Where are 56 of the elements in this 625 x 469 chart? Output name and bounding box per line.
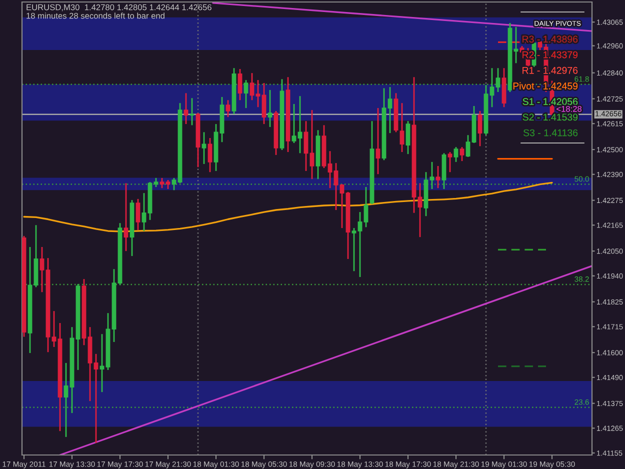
annotation: S3 - 1.41136 (523, 129, 578, 136)
line-series (23, 182, 553, 232)
candlestick (466, 134, 470, 158)
candlestick (364, 186, 368, 228)
candlestick (202, 131, 206, 165)
candlestick (538, 40, 542, 51)
candlestick (52, 310, 56, 348)
candlestick (448, 151, 452, 173)
candlestick (298, 95, 302, 154)
candlestick (256, 79, 260, 108)
candlestick (310, 109, 314, 180)
candlestick (490, 67, 494, 108)
candlestick (208, 137, 212, 173)
candlestick (304, 120, 308, 172)
candlestick (160, 177, 164, 189)
candlestick (154, 177, 158, 188)
annotation: <18:28 (556, 106, 582, 112)
candlestick (172, 177, 176, 191)
candlestick (514, 26, 518, 64)
candlestick (352, 227, 356, 272)
candlestick (64, 362, 68, 438)
annotation: R3 - 1.43896 (522, 36, 578, 43)
candlestick (436, 165, 440, 189)
annotation: S2 - 1.41539 (522, 114, 578, 121)
candlestick (124, 182, 128, 252)
candlestick (238, 68, 242, 101)
candlestick (406, 120, 410, 155)
candlestick (460, 146, 464, 162)
candlestick (388, 86, 392, 134)
candlestick (496, 67, 500, 93)
candlestick (226, 99, 230, 118)
candlestick (454, 146, 458, 163)
candlestick (184, 92, 188, 125)
candlestick (244, 79, 248, 109)
candlestick (268, 89, 272, 128)
candlestick (100, 333, 104, 393)
candlestick (190, 97, 194, 126)
candlestick (94, 353, 98, 444)
candlestick (328, 150, 332, 189)
candlestick (376, 107, 380, 175)
candlestick (334, 162, 338, 211)
candlestick (430, 161, 434, 190)
candlestick (418, 182, 422, 238)
candlestick (292, 103, 296, 144)
candlestick (478, 110, 482, 147)
text: 18 minutes 28 seconds left to bar end (26, 12, 164, 19)
candlestick (142, 192, 146, 232)
candlestick (358, 211, 362, 278)
candlestick (250, 72, 254, 101)
candlestick (40, 246, 44, 293)
candlestick (136, 198, 140, 231)
candlestick (400, 102, 404, 153)
candlestick (166, 179, 170, 190)
candlestick (262, 82, 266, 125)
candlestick (340, 183, 344, 229)
chart-title: EURUSD,M30 1.42780 1.42805 1.42644 1.42656 (26, 4, 212, 12)
